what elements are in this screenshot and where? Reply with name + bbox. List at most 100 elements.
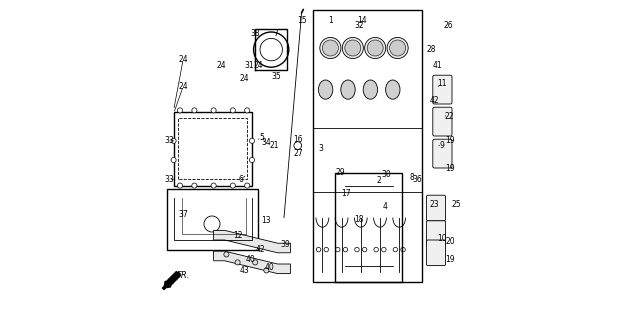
Text: 23: 23 — [430, 200, 439, 209]
Text: 24: 24 — [178, 55, 188, 64]
Circle shape — [230, 183, 235, 188]
Circle shape — [224, 252, 229, 257]
Text: 3: 3 — [319, 144, 323, 153]
Circle shape — [171, 138, 176, 143]
Circle shape — [362, 247, 367, 252]
Circle shape — [245, 108, 250, 113]
Text: 40: 40 — [265, 263, 274, 272]
Text: 13: 13 — [262, 216, 271, 225]
Circle shape — [345, 40, 361, 56]
Text: 30: 30 — [382, 170, 391, 179]
Polygon shape — [214, 230, 290, 253]
Circle shape — [374, 247, 379, 252]
Circle shape — [401, 247, 405, 252]
Text: 40: 40 — [245, 255, 255, 264]
Text: 43: 43 — [239, 266, 249, 275]
Text: 26: 26 — [444, 21, 454, 30]
Text: 24: 24 — [253, 61, 263, 70]
Text: 27: 27 — [294, 149, 303, 158]
Text: 33: 33 — [164, 136, 174, 145]
Text: 17: 17 — [341, 189, 351, 198]
FancyBboxPatch shape — [427, 221, 446, 246]
Text: 35: 35 — [271, 72, 281, 81]
Text: 21: 21 — [270, 141, 279, 150]
Circle shape — [322, 40, 338, 56]
Circle shape — [253, 260, 258, 265]
FancyBboxPatch shape — [433, 75, 452, 104]
Text: 15: 15 — [297, 16, 307, 25]
Text: 34: 34 — [262, 138, 271, 147]
Text: 4: 4 — [382, 202, 387, 211]
Text: 1: 1 — [328, 16, 333, 25]
Circle shape — [245, 183, 250, 188]
Text: 33: 33 — [164, 175, 174, 184]
Circle shape — [336, 247, 340, 252]
Text: 6: 6 — [238, 175, 243, 184]
Text: 9: 9 — [440, 141, 445, 150]
Text: 42: 42 — [430, 96, 439, 105]
Circle shape — [393, 247, 398, 252]
Text: 29: 29 — [335, 168, 345, 177]
Text: 25: 25 — [452, 200, 461, 209]
Circle shape — [178, 108, 183, 113]
Text: 2: 2 — [376, 176, 380, 185]
Text: 16: 16 — [294, 135, 303, 144]
Text: 24: 24 — [178, 82, 188, 91]
Circle shape — [387, 37, 408, 59]
Circle shape — [230, 108, 235, 113]
Text: 5: 5 — [259, 133, 264, 142]
Circle shape — [343, 247, 348, 252]
Circle shape — [264, 268, 269, 273]
Circle shape — [317, 247, 321, 252]
Text: 38: 38 — [250, 29, 260, 38]
Text: 39: 39 — [281, 240, 291, 249]
Text: 31: 31 — [244, 61, 253, 70]
Circle shape — [250, 138, 255, 143]
Circle shape — [250, 157, 255, 163]
Circle shape — [382, 247, 386, 252]
Text: 20: 20 — [446, 237, 455, 246]
Circle shape — [324, 247, 329, 252]
Text: 42: 42 — [255, 245, 265, 254]
Text: 28: 28 — [427, 45, 436, 54]
FancyArrow shape — [164, 272, 181, 288]
Text: 8: 8 — [410, 173, 415, 182]
Text: 7: 7 — [274, 29, 279, 38]
Text: 19: 19 — [446, 136, 455, 145]
Circle shape — [389, 40, 406, 56]
FancyBboxPatch shape — [433, 107, 452, 136]
Ellipse shape — [386, 80, 400, 99]
Circle shape — [355, 247, 359, 252]
Ellipse shape — [319, 80, 333, 99]
Circle shape — [365, 37, 386, 59]
Text: 10: 10 — [437, 234, 447, 243]
Text: 18: 18 — [355, 215, 364, 224]
Circle shape — [343, 37, 363, 59]
Text: 12: 12 — [233, 231, 242, 240]
Text: FR.: FR. — [177, 271, 190, 280]
Text: 36: 36 — [412, 175, 422, 184]
FancyBboxPatch shape — [433, 139, 452, 168]
Text: 14: 14 — [358, 16, 367, 25]
Circle shape — [171, 157, 176, 163]
Circle shape — [367, 40, 383, 56]
Text: 32: 32 — [355, 21, 364, 30]
Ellipse shape — [363, 80, 377, 99]
Text: 24: 24 — [239, 74, 249, 83]
Text: 19: 19 — [446, 255, 455, 264]
Circle shape — [211, 183, 216, 188]
Text: 22: 22 — [444, 112, 454, 121]
Text: 37: 37 — [178, 210, 188, 219]
Circle shape — [320, 37, 341, 59]
Text: 24: 24 — [217, 61, 226, 70]
Ellipse shape — [341, 80, 355, 99]
Text: 19: 19 — [446, 164, 455, 172]
Circle shape — [211, 108, 216, 113]
Circle shape — [235, 260, 240, 265]
FancyBboxPatch shape — [427, 240, 446, 266]
Circle shape — [192, 108, 197, 113]
Text: 41: 41 — [433, 61, 442, 70]
Polygon shape — [214, 251, 290, 274]
Circle shape — [178, 183, 183, 188]
Text: 11: 11 — [437, 79, 447, 88]
